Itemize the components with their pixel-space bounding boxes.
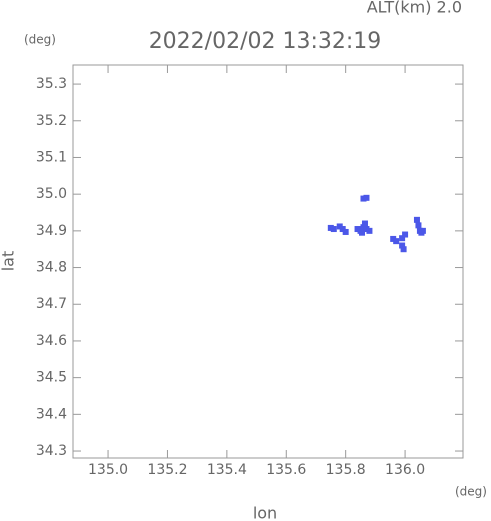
subtitle: ALT(km) 2.0 bbox=[367, 0, 462, 17]
y-tick-label: 34.6 bbox=[36, 333, 67, 349]
x-axis-label: lon bbox=[253, 504, 277, 521]
y-tick-label: 34.7 bbox=[36, 296, 67, 312]
echo-point bbox=[361, 220, 368, 227]
x-tick-label: 136.0 bbox=[385, 462, 425, 478]
y-tick-label: 35.0 bbox=[36, 186, 67, 202]
echo-point bbox=[413, 216, 420, 223]
echo-point bbox=[330, 226, 337, 233]
y-tick-label: 34.5 bbox=[36, 370, 67, 386]
x-tick-label: 135.0 bbox=[88, 462, 128, 478]
echo-point bbox=[415, 222, 422, 229]
echo-point bbox=[393, 238, 400, 245]
x-tick-label: 135.4 bbox=[207, 462, 247, 478]
x-tick-label: 135.6 bbox=[266, 462, 306, 478]
x-tick-label: 135.2 bbox=[147, 462, 187, 478]
plot-frame bbox=[72, 64, 464, 459]
y-tick-label: 34.3 bbox=[36, 443, 67, 459]
echo-point bbox=[366, 227, 373, 234]
chart-title: 2022/02/02 13:32:19 bbox=[149, 29, 382, 54]
y-tick-label: 35.2 bbox=[36, 113, 67, 129]
echo-point bbox=[400, 246, 407, 253]
y-tick-label: 34.4 bbox=[36, 406, 67, 422]
echo-point bbox=[419, 227, 426, 234]
y-tick-label: 35.3 bbox=[36, 76, 67, 92]
y-tick-label: 35.1 bbox=[36, 149, 67, 165]
echo-point bbox=[402, 231, 409, 238]
y-axis-label: lat bbox=[0, 251, 18, 272]
x-tick-label: 135.8 bbox=[326, 462, 366, 478]
echo-point bbox=[359, 229, 366, 236]
echo-point bbox=[399, 242, 406, 249]
y-tick-label: 34.9 bbox=[36, 223, 67, 239]
y-unit: (deg) bbox=[24, 33, 56, 47]
echo-point bbox=[363, 194, 370, 201]
y-tick-label: 34.8 bbox=[36, 260, 67, 276]
echo-point bbox=[342, 228, 349, 235]
x-unit: (deg) bbox=[455, 485, 487, 499]
echo-point bbox=[399, 235, 406, 242]
